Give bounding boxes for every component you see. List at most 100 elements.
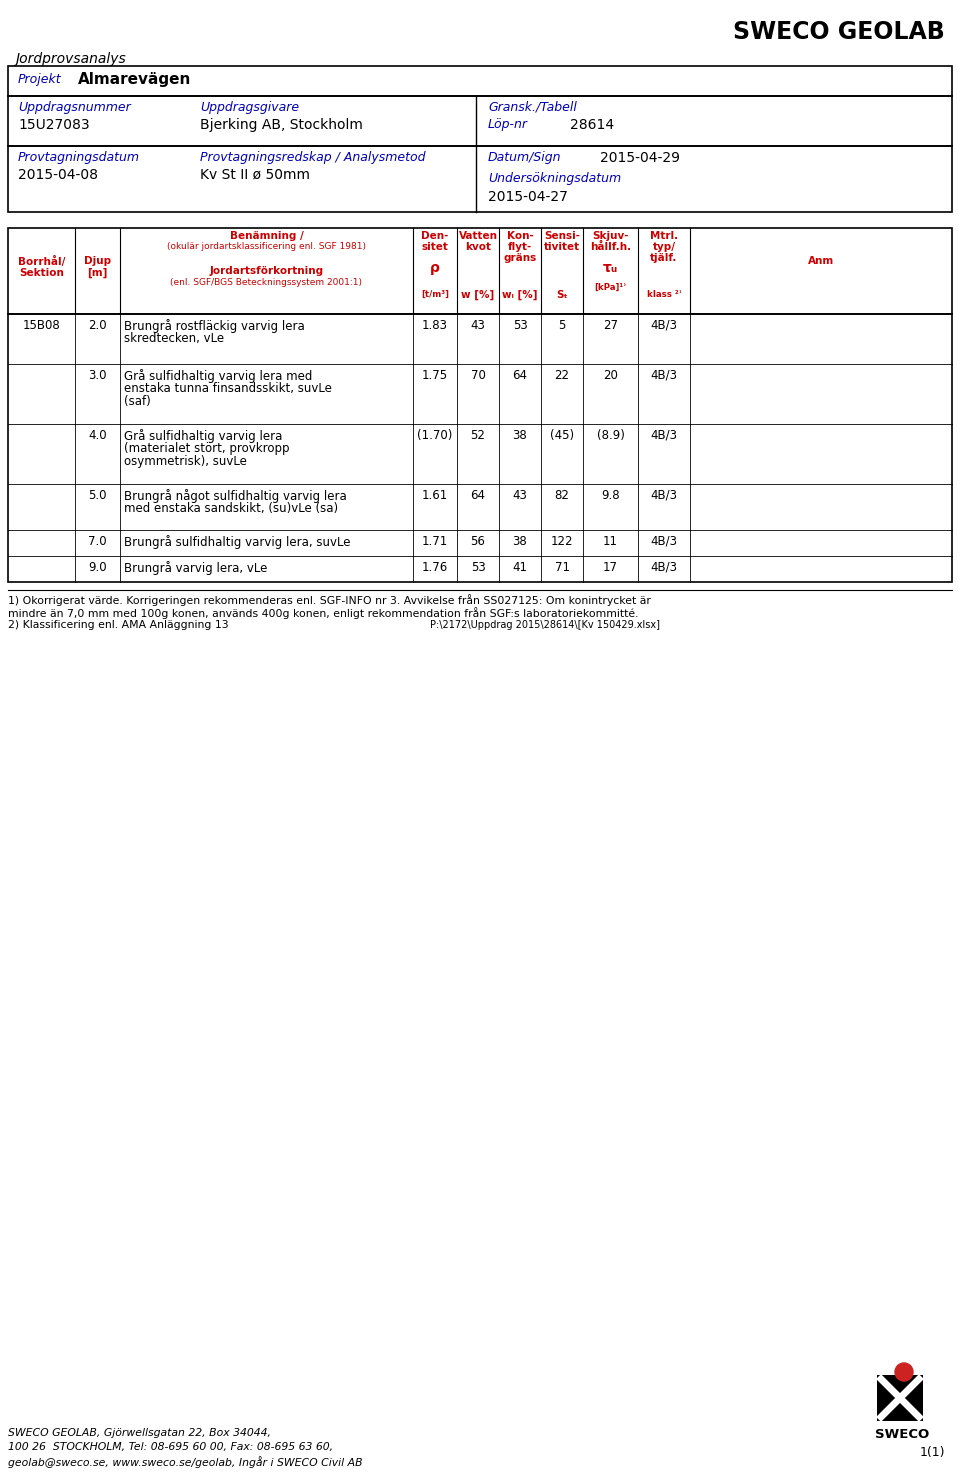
Bar [877, 1375, 923, 1421]
Text: 2015-04-27: 2015-04-27 [488, 190, 568, 205]
Text: 64: 64 [470, 489, 486, 503]
Text: hållf.h.: hållf.h. [590, 242, 631, 252]
Text: 4B/3: 4B/3 [651, 429, 678, 442]
Text: 53: 53 [513, 319, 527, 332]
Text: osymmetrisk), suvLe: osymmetrisk), suvLe [124, 455, 247, 469]
Text: 122: 122 [551, 535, 573, 549]
Text: 1(1): 1(1) [920, 1446, 945, 1459]
Text: 4B/3: 4B/3 [651, 489, 678, 503]
Text: 1.76: 1.76 [421, 561, 448, 574]
Text: wₗ [%]: wₗ [%] [502, 291, 538, 300]
Text: Vatten: Vatten [459, 231, 497, 242]
Text: 7.0: 7.0 [88, 535, 107, 549]
Text: SWECO GEOLAB, Gjörwellsgatan 22, Box 34044,: SWECO GEOLAB, Gjörwellsgatan 22, Box 340… [8, 1428, 271, 1439]
Text: 27: 27 [603, 319, 618, 332]
Text: [t/m³]: [t/m³] [421, 291, 449, 300]
Text: Brungrå något sulfidhaltig varvig lera: Brungrå något sulfidhaltig varvig lera [124, 489, 347, 503]
Text: Anm: Anm [808, 257, 834, 265]
Text: 4B/3: 4B/3 [651, 369, 678, 383]
Text: 38: 38 [513, 429, 527, 442]
Text: 2.0: 2.0 [88, 319, 107, 332]
Bar [8, 67, 952, 96]
Text: Skjuv-: Skjuv- [592, 231, 629, 242]
Text: 3.0: 3.0 [88, 369, 107, 383]
Text: typ/: typ/ [653, 242, 676, 252]
Text: 82: 82 [555, 489, 569, 503]
Text: 15B08: 15B08 [23, 319, 60, 332]
Text: Sensi-: Sensi- [544, 231, 580, 242]
Text: 64: 64 [513, 369, 527, 383]
Text: mindre än 7,0 mm med 100g konen, används 400g konen, enligt rekommendation från : mindre än 7,0 mm med 100g konen, används… [8, 607, 638, 618]
Text: 1) Okorrigerat värde. Korrigeringen rekommenderas enl. SGF-INFO nr 3. Avvikelse : 1) Okorrigerat värde. Korrigeringen reko… [8, 595, 651, 607]
Text: Borrhål/: Borrhål/ [18, 257, 65, 267]
Text: med enstaka sandskikt, (su)vLe (sa): med enstaka sandskikt, (su)vLe (sa) [124, 503, 338, 515]
Bar [8, 314, 952, 581]
Text: 9.8: 9.8 [601, 489, 620, 503]
Text: 4B/3: 4B/3 [651, 319, 678, 332]
Text: 43: 43 [470, 319, 486, 332]
Text: 41: 41 [513, 561, 527, 574]
Text: 28614: 28614 [570, 119, 614, 132]
Text: Benämning /: Benämning / [229, 231, 303, 242]
Text: 70: 70 [470, 369, 486, 383]
Text: Mtrl.: Mtrl. [650, 231, 678, 242]
Text: 2) Klassificering enl. AMA Anläggning 13: 2) Klassificering enl. AMA Anläggning 13 [8, 620, 228, 630]
Bar [8, 228, 952, 314]
Text: τᵤ: τᵤ [603, 261, 618, 274]
Text: kvot: kvot [465, 242, 491, 252]
Text: (saf): (saf) [124, 394, 151, 408]
Text: Brungrå rostfläckig varvig lera: Brungrå rostfläckig varvig lera [124, 319, 304, 334]
Text: 52: 52 [470, 429, 486, 442]
Text: Bjerking AB, Stockholm: Bjerking AB, Stockholm [200, 119, 363, 132]
Text: [kPa]¹ʾ: [kPa]¹ʾ [594, 283, 627, 292]
Text: Löp-nr: Löp-nr [488, 119, 528, 131]
Text: 4B/3: 4B/3 [651, 535, 678, 549]
Bar [8, 145, 952, 212]
Text: Almarevägen: Almarevägen [78, 73, 191, 87]
Text: (45): (45) [550, 429, 574, 442]
Text: Djup: Djup [84, 257, 111, 265]
Text: 17: 17 [603, 561, 618, 574]
Text: gräns: gräns [503, 254, 537, 262]
Text: skredtecken, vLe: skredtecken, vLe [124, 332, 224, 346]
Text: ρ: ρ [430, 261, 440, 274]
Bar [8, 96, 952, 145]
Text: 5.0: 5.0 [88, 489, 107, 503]
Text: 4B/3: 4B/3 [651, 561, 678, 574]
Text: 9.0: 9.0 [88, 561, 107, 574]
Text: Undersökningsdatum: Undersökningsdatum [488, 172, 621, 185]
Text: tjälf.: tjälf. [650, 254, 678, 262]
Text: 20: 20 [603, 369, 618, 383]
Text: Kv St II ø 50mm: Kv St II ø 50mm [200, 168, 310, 182]
Text: 1.71: 1.71 [421, 535, 448, 549]
Text: 43: 43 [513, 489, 527, 503]
Text: 4.0: 4.0 [88, 429, 107, 442]
Text: 38: 38 [513, 535, 527, 549]
Text: (enl. SGF/BGS Beteckningssystem 2001:1): (enl. SGF/BGS Beteckningssystem 2001:1) [171, 277, 363, 288]
Text: (8.9): (8.9) [596, 429, 624, 442]
Text: Grå sulfidhaltig varvig lera med: Grå sulfidhaltig varvig lera med [124, 369, 312, 383]
Text: Grå sulfidhaltig varvig lera: Grå sulfidhaltig varvig lera [124, 429, 282, 443]
Text: sitet: sitet [421, 242, 448, 252]
Text: 53: 53 [470, 561, 486, 574]
Text: Provtagningsdatum: Provtagningsdatum [18, 151, 140, 165]
Text: Sₜ: Sₜ [556, 291, 567, 300]
Text: (materialet stört, provkropp: (materialet stört, provkropp [124, 442, 290, 455]
Text: geolab@sweco.se, www.sweco.se/geolab, Ingår i SWECO Civil AB: geolab@sweco.se, www.sweco.se/geolab, In… [8, 1456, 363, 1468]
Text: (okulär jordartsklassificering enl. SGF 1981): (okulär jordartsklassificering enl. SGF … [167, 242, 366, 251]
Text: flyt-: flyt- [508, 242, 532, 252]
Text: Projekt: Projekt [18, 73, 61, 86]
Text: 2015-04-08: 2015-04-08 [18, 168, 98, 182]
Text: SWECO GEOLAB: SWECO GEOLAB [733, 19, 945, 44]
Text: 100 26  STOCKHOLM, Tel: 08-695 60 00, Fax: 08-695 63 60,: 100 26 STOCKHOLM, Tel: 08-695 60 00, Fax… [8, 1441, 333, 1452]
Text: Den-: Den- [421, 231, 448, 242]
Text: (1.70): (1.70) [418, 429, 453, 442]
Text: tivitet: tivitet [544, 242, 580, 252]
Text: 15U27083: 15U27083 [18, 119, 89, 132]
Text: Brungrå sulfidhaltig varvig lera, suvLe: Brungrå sulfidhaltig varvig lera, suvLe [124, 535, 350, 549]
Text: 1.61: 1.61 [421, 489, 448, 503]
Text: 1.83: 1.83 [422, 319, 448, 332]
Text: SWECO: SWECO [875, 1428, 929, 1441]
Text: 5: 5 [559, 319, 565, 332]
Text: 22: 22 [555, 369, 569, 383]
